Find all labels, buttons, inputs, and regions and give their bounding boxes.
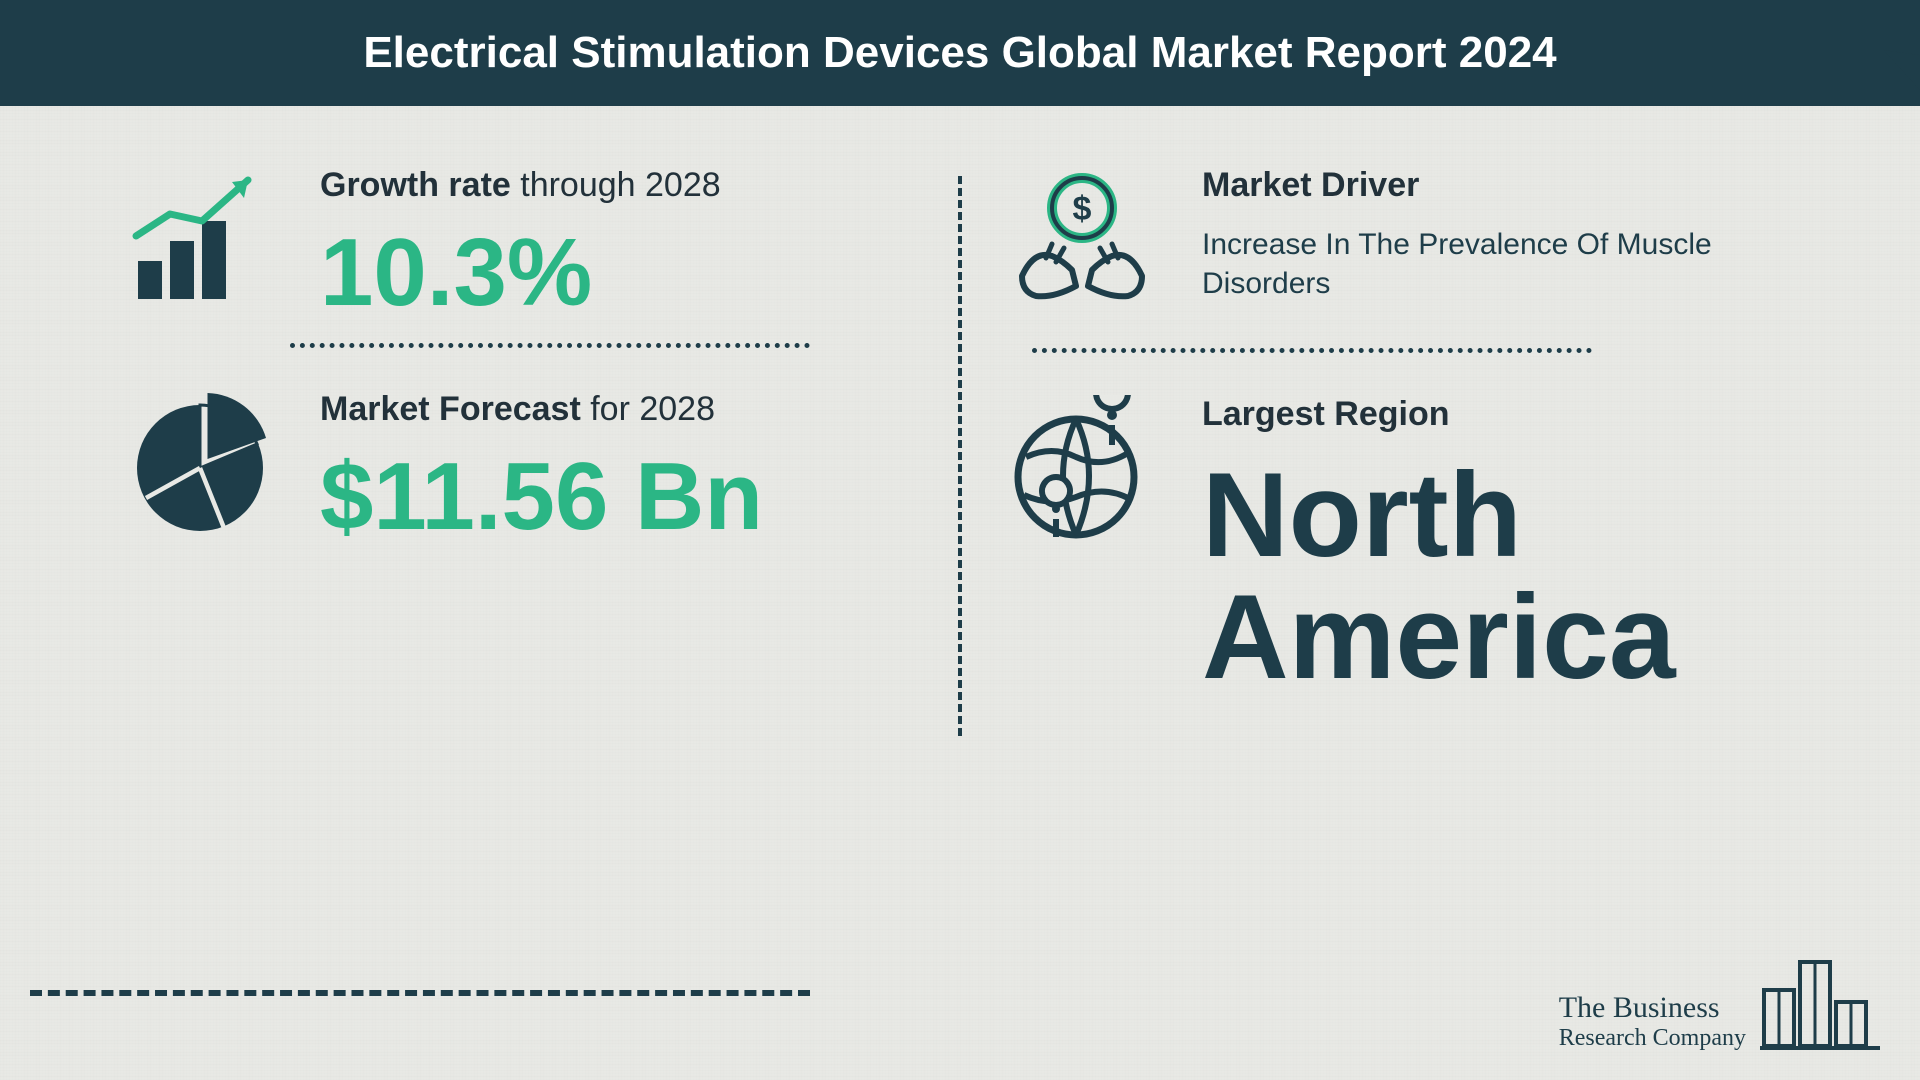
buildings-icon xyxy=(1760,942,1880,1052)
driver-text: Increase In The Prevalence Of Muscle Dis… xyxy=(1202,225,1800,303)
growth-label-bold: Growth rate xyxy=(320,166,511,204)
driver-label: Market Driver xyxy=(1202,166,1800,205)
region-value-line1: North xyxy=(1202,448,1522,582)
dotted-separator xyxy=(1032,348,1592,353)
driver-section: $ Market Driver Increase In The Prevalen… xyxy=(1002,166,1800,326)
hands-coin-icon: $ xyxy=(1002,166,1162,326)
forecast-label: Market Forecast for 2028 xyxy=(320,390,918,429)
region-section: Largest Region North America xyxy=(1002,395,1800,699)
corner-accent xyxy=(1877,50,1920,108)
region-value-line2: America xyxy=(1202,570,1676,704)
svg-text:$: $ xyxy=(1073,190,1092,228)
growth-section: Growth rate through 2028 10.3% xyxy=(120,166,918,321)
globe-pin-icon xyxy=(1002,395,1162,555)
growth-chart-icon xyxy=(120,166,280,316)
pie-chart-icon xyxy=(120,390,280,540)
region-label: Largest Region xyxy=(1202,395,1800,434)
left-column: Growth rate through 2028 10.3% Market Fo… xyxy=(80,146,958,1076)
forecast-section: Market Forecast for 2028 $11.56 Bn xyxy=(120,390,918,545)
growth-label: Growth rate through 2028 xyxy=(320,166,918,205)
growth-value: 10.3% xyxy=(320,225,918,321)
forecast-label-bold: Market Forecast xyxy=(320,390,581,428)
header-bar: Electrical Stimulation Devices Global Ma… xyxy=(0,0,1920,106)
dotted-separator xyxy=(290,343,810,348)
bottom-dashed-line xyxy=(30,990,810,996)
region-value: North America xyxy=(1202,454,1800,699)
growth-label-rest: through 2028 xyxy=(511,166,721,204)
right-column: $ Market Driver Increase In The Prevalen… xyxy=(962,146,1840,1076)
logo-line1: The Business xyxy=(1559,991,1746,1025)
content-grid: Growth rate through 2028 10.3% Market Fo… xyxy=(0,106,1920,1076)
forecast-value: $11.56 Bn xyxy=(320,449,918,545)
forecast-label-rest: for 2028 xyxy=(581,390,715,428)
logo-line2: Research Company xyxy=(1559,1025,1746,1052)
brand-logo: The Business Research Company xyxy=(1559,942,1880,1052)
